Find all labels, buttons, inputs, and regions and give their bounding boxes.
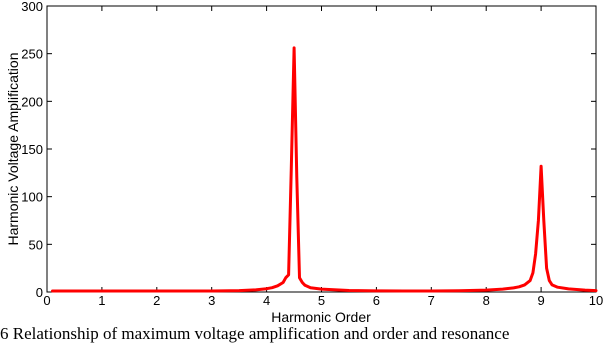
y-tick-label: 0: [36, 285, 43, 300]
series-line: [51, 46, 598, 293]
y-axis-label: Harmonic Voltage Amplification: [5, 53, 21, 246]
y-tick-label: 300: [21, 0, 43, 14]
x-axis-label: Harmonic Order: [271, 309, 371, 325]
x-tick-label: 7: [428, 293, 435, 308]
x-tick-label: 6: [373, 293, 380, 308]
x-tick-label: 3: [208, 293, 215, 308]
plot-frame: [46, 5, 597, 293]
y-axis-ticks: 0 50 100 150 200 250 300: [21, 0, 596, 300]
figure-caption: 6 Relationship of maximum voltage amplif…: [0, 324, 510, 343]
x-tick-label: 1: [98, 293, 105, 308]
y-tick-label: 150: [21, 142, 43, 157]
y-tick-label: 50: [29, 237, 43, 252]
y-tick-label: 100: [21, 190, 43, 205]
y-tick-label: 200: [21, 94, 43, 109]
x-tick-label: 5: [318, 293, 325, 308]
x-tick-label: 8: [483, 293, 490, 308]
x-tick-label: 0: [43, 293, 50, 308]
x-tick-label: 4: [263, 293, 270, 308]
x-tick-label: 10: [589, 293, 603, 308]
x-tick-label: 2: [153, 293, 160, 308]
x-tick-label: 9: [537, 293, 544, 308]
y-tick-label: 250: [21, 47, 43, 62]
